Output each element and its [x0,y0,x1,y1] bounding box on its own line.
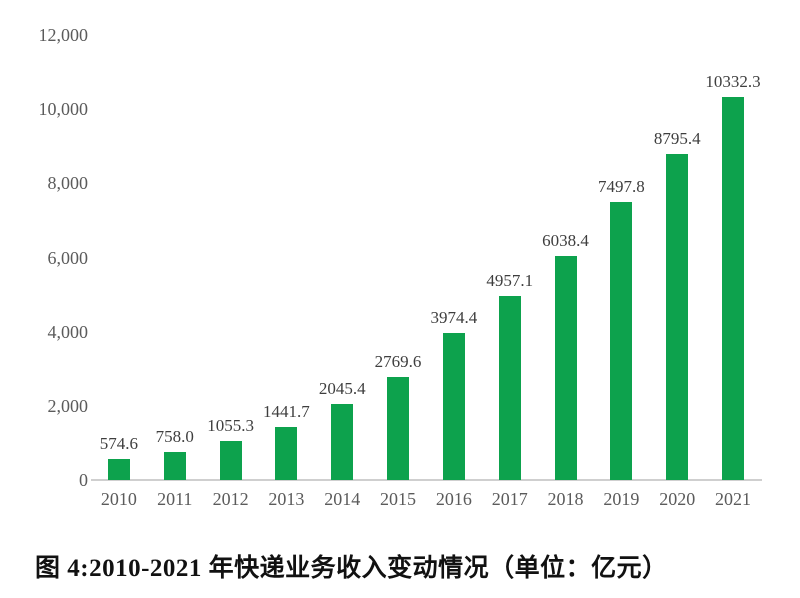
x-axis-tick-label: 2010 [100,489,137,509]
bars-container: 574.6 758.0 1055.3 1441.7 2045.4 2769.6 3974.4… [91,35,761,480]
x-axis-tick-label: 2019 [603,489,640,509]
bar [554,256,577,480]
bar-value-label: 7497.8 [597,177,645,196]
x-axis-tick-label: 2011 [157,489,193,509]
bar-group-2014: 2045.4 [314,35,370,480]
bar-value-label: 1441.7 [263,402,310,421]
bar-value-label: 3974.4 [430,308,478,327]
y-axis-tick-label: 2,000 [47,395,89,416]
bar-value-label: 4957.1 [486,271,534,290]
x-axis-tick-label: 2012 [212,489,249,509]
bar [107,459,130,480]
bar-value-label: 6038.4 [542,231,589,250]
bar-group-2015: 2769.6 [370,35,426,480]
x-axis-tick-label: 2014 [324,489,361,509]
x-axis-tick-label: 2016 [435,489,472,509]
bar [722,97,745,480]
bar [610,202,633,480]
x-axis-tick-label: 2015 [380,489,417,509]
y-axis-tick-label: 8,000 [47,173,89,194]
bar-group-2013: 1441.7 [258,35,314,480]
bar-group-2011: 758.0 [147,35,203,480]
x-axis-tick-label: 2021 [715,489,752,509]
bar-group-2021: 10332.3 [705,35,761,480]
bar [331,404,354,480]
bar-group-2018: 6038.4 [538,35,594,480]
bar-group-2012: 1055.3 [203,35,259,480]
x-axis-tick-label: 2013 [268,489,305,509]
bar [275,427,298,480]
bar-group-2019: 7497.8 [593,35,649,480]
y-axis-tick-label: 4,000 [47,321,89,342]
bar-group-2020: 8795.4 [649,35,705,480]
y-axis-tick-label: 12,000 [38,25,89,45]
x-axis-baseline [91,479,762,481]
bar-value-label: 8795.4 [653,129,701,148]
bar [666,154,689,480]
bar-group-2010: 574.6 [91,35,147,480]
bar-value-label: 10332.3 [705,72,761,91]
chart-caption: 图 4:2010-2021 年快递业务收入变动情况（单位：亿元） [35,555,668,582]
x-axis: 2010 2011 2012 2013 2014 2015 2016 2017 2018 2019… [91,489,761,510]
bar [219,441,242,480]
x-axis-tick-label: 2018 [547,489,584,509]
bar-group-2017: 4957.1 [482,35,538,480]
bar-value-label: 1055.3 [207,416,254,435]
x-axis-tick-label: 2020 [659,489,696,509]
x-axis-tick-label: 2017 [491,489,528,509]
bar [442,333,465,480]
bar-value-label: 574.6 [99,434,139,453]
bar-value-label: 2045.4 [318,379,366,398]
bar [387,377,410,480]
bar [163,452,186,480]
y-axis-tick-label: 0 [79,470,88,490]
bar-value-label: 758.0 [155,427,194,446]
y-axis-tick-label: 6,000 [47,247,89,268]
bar-group-2016: 3974.4 [426,35,482,480]
y-axis-tick-label: 10,000 [38,99,89,120]
bar-value-label: 2769.6 [374,352,422,371]
bar [498,296,521,480]
bar-chart: 0 2,000 4,000 6,000 8,000 10,000 12,000 574.6 7… [38,25,762,510]
